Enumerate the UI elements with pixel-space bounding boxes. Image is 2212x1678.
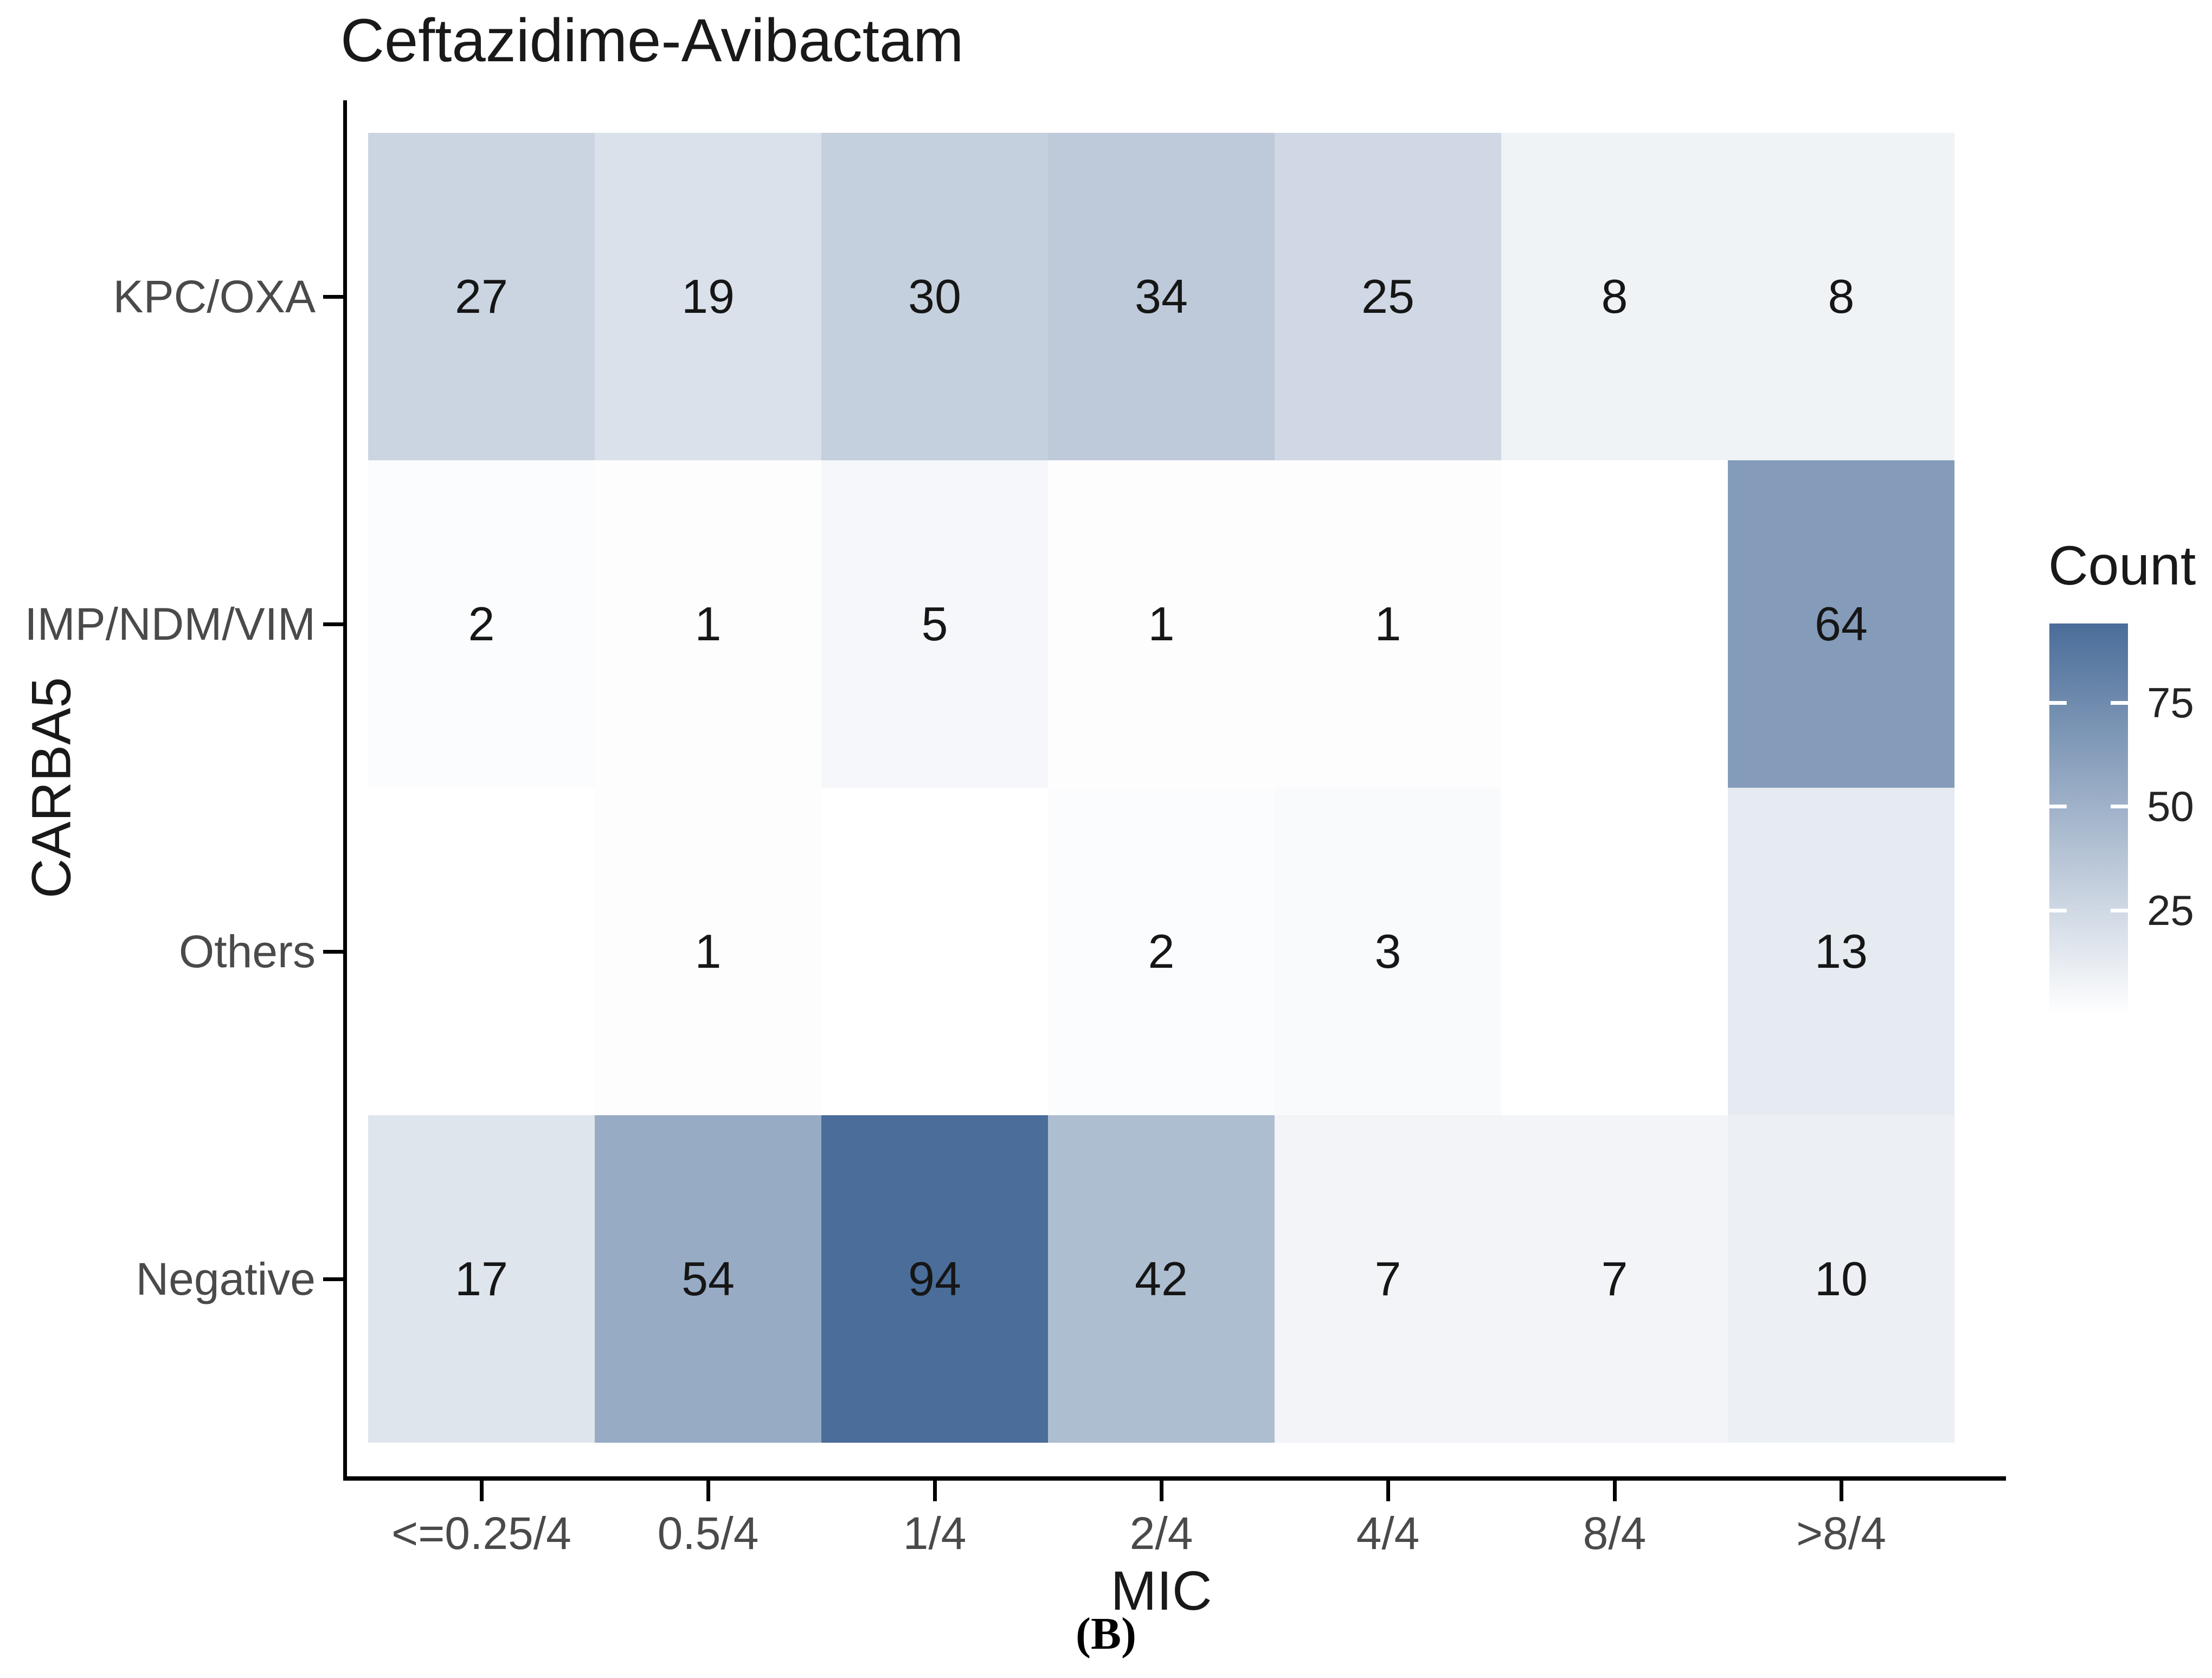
y-tick-label: KPC/OXA [113, 271, 316, 322]
heatmap-cell: 7 [1501, 1115, 1728, 1443]
legend-tick-left [2049, 908, 2067, 912]
legend-tick-left [2049, 805, 2067, 809]
heatmap-cell: 1 [595, 460, 821, 788]
cell-count: 10 [1815, 1252, 1868, 1306]
legend-tick-label: 25 [2147, 886, 2194, 934]
x-tick-mark [706, 1481, 710, 1501]
cell-count: 1 [695, 924, 722, 978]
x-tick-label: <=0.25/4 [391, 1508, 571, 1559]
legend-tick-label: 75 [2147, 678, 2194, 727]
heatmap-cell: 64 [1728, 460, 1954, 788]
legend-tick-right [2111, 805, 2128, 809]
cell-count: 13 [1815, 924, 1868, 978]
heatmap-cell: 25 [1275, 133, 1501, 460]
heatmap-cell: 5 [821, 460, 1048, 788]
cell-count: 94 [908, 1252, 961, 1306]
cell-count: 30 [908, 269, 961, 323]
cell-count: 7 [1374, 1252, 1401, 1306]
y-tick-label: Others [178, 926, 316, 977]
heatmap-cell: 7 [1275, 1115, 1501, 1443]
cell-count: 27 [455, 269, 508, 323]
x-tick-mark [1612, 1481, 1617, 1501]
cell-count: 2 [468, 597, 495, 651]
heatmap-cell: 8 [1501, 133, 1728, 460]
chart-title: Ceftazidime-Avibactam [340, 7, 964, 74]
heatmap-cell: 54 [595, 1115, 821, 1443]
plot-panel [343, 100, 2006, 1481]
x-tick-label: 1/4 [903, 1508, 967, 1559]
heatmap-cell: 1 [1048, 460, 1275, 788]
heatmap-cell: 8 [1728, 133, 1954, 460]
cell-count: 19 [681, 269, 735, 323]
y-tick-mark [323, 622, 343, 626]
cell-count: 7 [1601, 1252, 1628, 1306]
cell-count: 25 [1361, 269, 1414, 323]
x-tick-mark [1386, 1481, 1390, 1501]
heatmap-cell: 27 [368, 133, 595, 460]
cell-count: 1 [1148, 597, 1175, 651]
cell-count: 2 [1148, 924, 1175, 978]
cell-count: 1 [695, 597, 722, 651]
cell-count: 5 [921, 597, 948, 651]
y-tick-mark [323, 1277, 343, 1281]
legend-tick-right [2111, 700, 2128, 705]
cell-count: 42 [1135, 1252, 1188, 1306]
legend-title: Count [2048, 535, 2196, 596]
cell-count: 8 [1828, 269, 1855, 323]
y-tick-label: Negative [136, 1253, 316, 1304]
x-tick-mark [1839, 1481, 1843, 1501]
x-tick-label: 0.5/4 [657, 1508, 759, 1559]
cell-count: 34 [1135, 269, 1188, 323]
x-tick-mark [933, 1481, 937, 1501]
heatmap-cell: 3 [1275, 788, 1501, 1115]
y-axis-title: CARBA5 [20, 677, 82, 899]
cell-count: 64 [1815, 597, 1868, 651]
legend-tick-label: 50 [2147, 782, 2194, 831]
heatmap-cell: 10 [1728, 1115, 1954, 1443]
y-tick-mark [323, 949, 343, 954]
cell-count: 3 [1374, 924, 1401, 978]
heatmap-cell: 2 [368, 460, 595, 788]
heatmap-cell: 13 [1728, 788, 1954, 1115]
x-axis-title: MIC [1110, 1560, 1212, 1622]
heatmap-cell: 19 [595, 133, 821, 460]
cell-count: 8 [1601, 269, 1628, 323]
legend-tick-left [2049, 700, 2067, 705]
heatmap-cell: 34 [1048, 133, 1275, 460]
heatmap-cell: 1 [1275, 460, 1501, 788]
x-tick-label: 4/4 [1356, 1508, 1420, 1559]
legend-tick-right [2111, 908, 2128, 912]
x-tick-label: 8/4 [1583, 1508, 1647, 1559]
x-tick-mark [479, 1481, 484, 1501]
heatmap-cell: 1 [595, 788, 821, 1115]
heatmap-cell: 42 [1048, 1115, 1275, 1443]
cell-count: 1 [1374, 597, 1401, 651]
x-tick-label: >8/4 [1796, 1508, 1886, 1559]
cell-count: 17 [455, 1252, 508, 1306]
x-tick-mark [1159, 1481, 1163, 1501]
heatmap-cell: 30 [821, 133, 1048, 460]
figure-caption: (B) [1076, 1609, 1136, 1659]
y-tick-label: IMP/NDM/VIM [24, 599, 316, 650]
y-tick-mark [323, 294, 343, 299]
cell-count: 54 [681, 1252, 735, 1306]
heatmap-cell: 94 [821, 1115, 1048, 1443]
heatmap-cell: 17 [368, 1115, 595, 1443]
heatmap-cell: 2 [1048, 788, 1275, 1115]
x-tick-label: 2/4 [1129, 1508, 1193, 1559]
legend-gradient-bar [2049, 623, 2128, 1014]
